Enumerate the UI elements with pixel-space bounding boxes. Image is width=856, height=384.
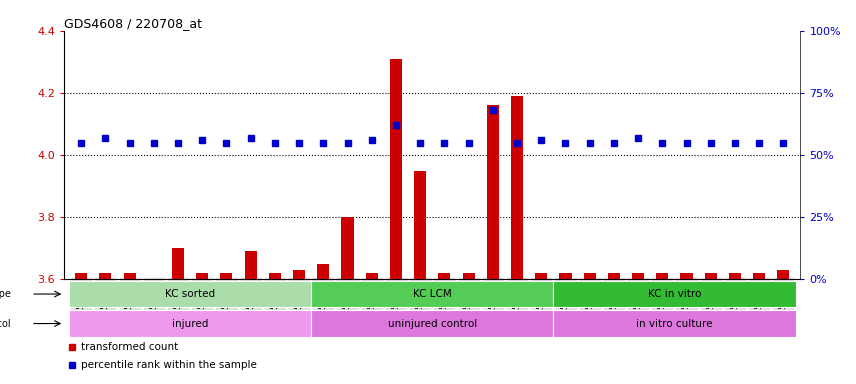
Bar: [560, 273, 572, 279]
Bar: [608, 273, 620, 279]
Bar: [704, 273, 716, 279]
Bar: [777, 270, 789, 279]
Text: uninjured control: uninjured control: [388, 319, 477, 329]
Text: KC in vitro: KC in vitro: [648, 289, 701, 299]
Bar: [511, 96, 523, 279]
Text: cell type: cell type: [0, 289, 11, 299]
Bar: [657, 273, 669, 279]
Bar: [366, 273, 377, 279]
Bar: [172, 248, 184, 279]
Bar: [414, 170, 426, 279]
Bar: [75, 273, 87, 279]
Bar: [753, 273, 765, 279]
Text: protocol: protocol: [0, 319, 11, 329]
Bar: [462, 273, 475, 279]
Bar: [553, 281, 795, 307]
Bar: [487, 105, 499, 279]
Bar: [69, 310, 312, 337]
Text: GDS4608 / 220708_at: GDS4608 / 220708_at: [64, 17, 202, 30]
Text: in vitro culture: in vitro culture: [636, 319, 713, 329]
Bar: [245, 251, 257, 279]
Text: KC LCM: KC LCM: [413, 289, 452, 299]
Text: percentile rank within the sample: percentile rank within the sample: [81, 360, 257, 370]
Bar: [196, 273, 208, 279]
Text: KC sorted: KC sorted: [165, 289, 215, 299]
Bar: [342, 217, 354, 279]
Bar: [553, 310, 795, 337]
Bar: [99, 273, 111, 279]
Bar: [123, 273, 135, 279]
Bar: [69, 281, 312, 307]
Bar: [220, 273, 233, 279]
Bar: [729, 273, 741, 279]
Bar: [312, 281, 553, 307]
Bar: [293, 270, 305, 279]
Text: injured: injured: [172, 319, 208, 329]
Bar: [632, 273, 645, 279]
Bar: [389, 59, 402, 279]
Bar: [535, 273, 547, 279]
Bar: [312, 310, 553, 337]
Bar: [318, 264, 330, 279]
Text: transformed count: transformed count: [81, 342, 178, 352]
Bar: [584, 273, 596, 279]
Bar: [681, 273, 693, 279]
Bar: [438, 273, 450, 279]
Bar: [269, 273, 281, 279]
